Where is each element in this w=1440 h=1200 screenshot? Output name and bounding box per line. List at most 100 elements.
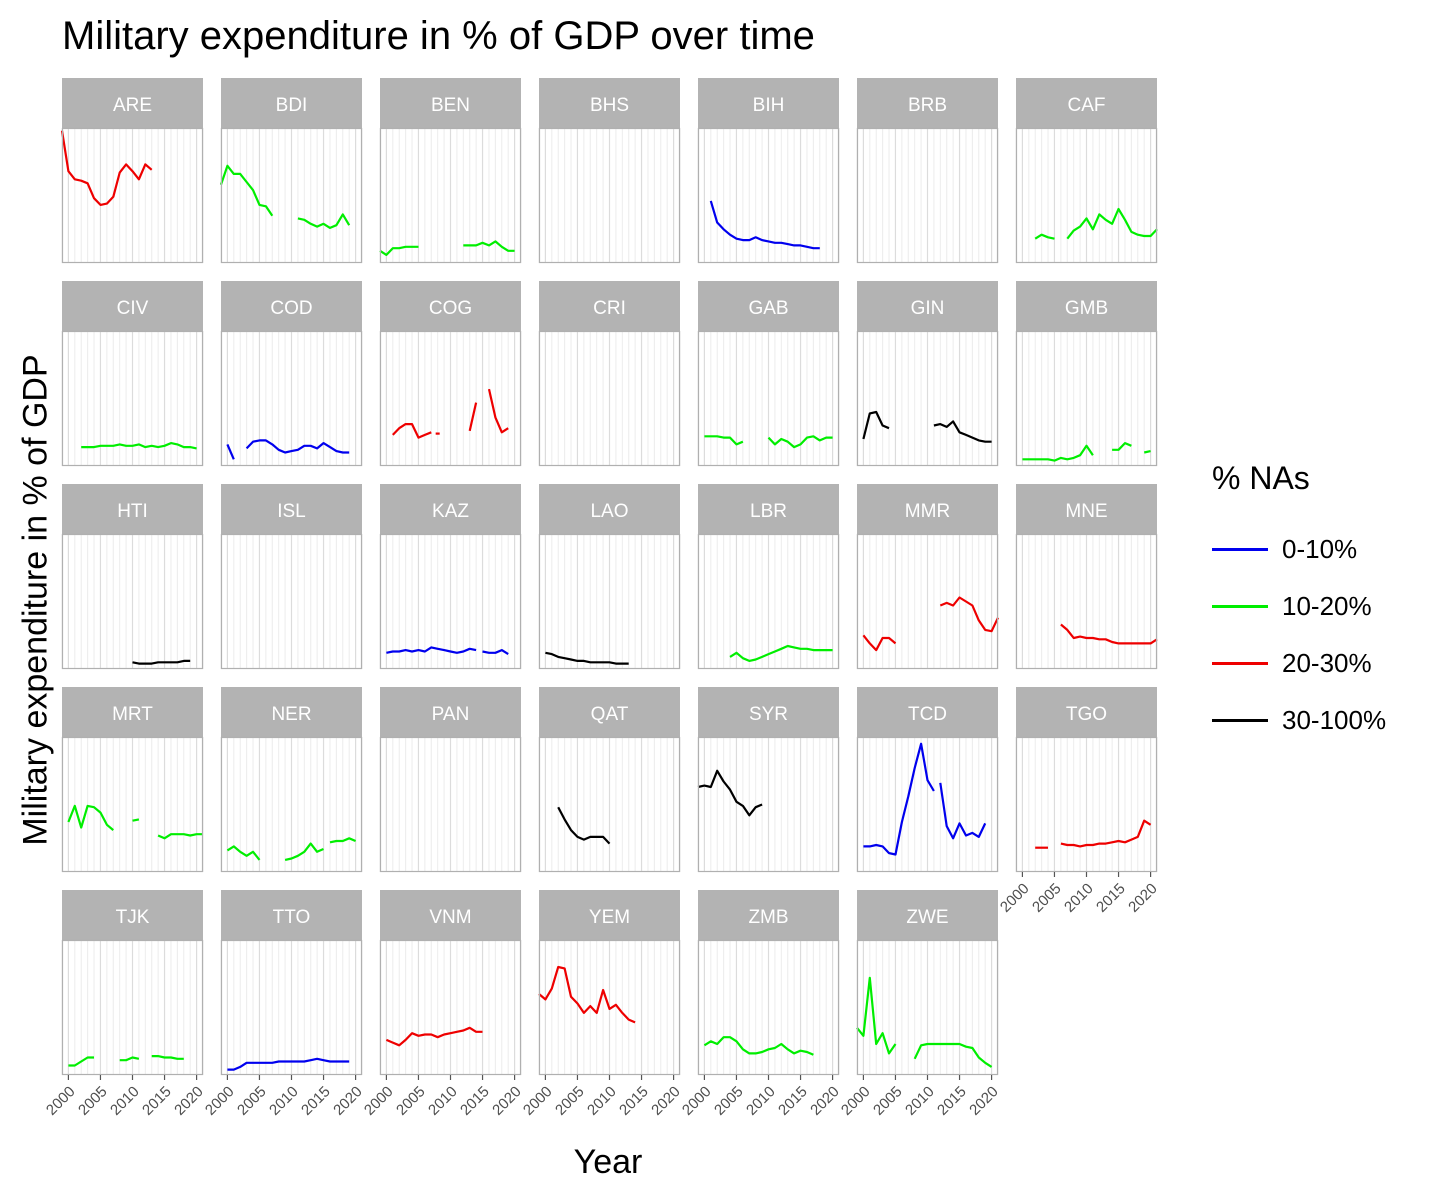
series-line xyxy=(68,1056,94,1067)
x-tick-label: 2015 xyxy=(298,1083,334,1119)
series-line xyxy=(463,240,515,252)
facet-panel-mrt: MRT xyxy=(61,687,204,873)
series-line xyxy=(1112,442,1132,451)
series-line xyxy=(939,782,987,840)
series-line xyxy=(386,646,477,654)
facet-strip xyxy=(698,78,839,128)
x-tick-label: 2005 xyxy=(552,1083,588,1119)
panel-border xyxy=(379,736,522,873)
series-line xyxy=(482,649,509,656)
facet-panel-pan: PAN xyxy=(379,687,522,873)
series-line xyxy=(862,634,897,652)
x-tick-label: 2015 xyxy=(139,1083,175,1119)
series-line xyxy=(487,388,509,434)
facet-panel-civ: CIV xyxy=(61,281,204,467)
facet-strip xyxy=(857,687,998,737)
facet-strip-label: ARE xyxy=(113,95,152,116)
facet-panel-caf: CAF xyxy=(1015,78,1158,264)
facet-strip-label: MRT xyxy=(112,704,153,725)
facet-strip-label: VNM xyxy=(429,907,471,928)
facet-strip-label: BDI xyxy=(276,95,308,116)
legend-key xyxy=(1212,605,1268,608)
facet-strip-label: TGO xyxy=(1066,704,1107,725)
facet-strip-label: GIN xyxy=(911,298,945,319)
x-tick-label: 2015 xyxy=(775,1083,811,1119)
facet-strip xyxy=(857,78,998,128)
facet-strip-label: ISL xyxy=(277,501,306,522)
panel-border xyxy=(697,939,840,1076)
panel-border xyxy=(61,736,204,873)
series-line xyxy=(703,1036,814,1056)
series-line xyxy=(557,806,611,845)
x-axis-label: Year xyxy=(573,1143,643,1181)
x-tick-label: 2005 xyxy=(1029,880,1065,916)
facet-strip xyxy=(698,687,839,737)
series-line xyxy=(697,769,763,817)
x-tick-label: 2020 xyxy=(1125,880,1161,916)
x-tick-label: 2020 xyxy=(648,1083,684,1119)
facet-strip xyxy=(221,890,362,940)
facet-strip xyxy=(539,484,680,534)
facet-strip-label: BIH xyxy=(753,95,785,116)
series-line xyxy=(767,435,833,449)
facet-strip xyxy=(380,890,521,940)
series-line xyxy=(132,818,140,822)
series-line xyxy=(297,213,351,229)
facet-panel-bhs: BHS xyxy=(538,78,681,264)
series-line xyxy=(284,842,324,861)
facet-strip-label: CAF xyxy=(1068,95,1106,116)
series-line xyxy=(385,1026,483,1047)
panel-border xyxy=(856,736,999,873)
legend-label: 30-100% xyxy=(1282,705,1387,735)
panel-border xyxy=(379,939,522,1076)
facet-panel-lbr: LBR xyxy=(697,484,840,670)
facet-panel-lao: LAO xyxy=(538,484,681,670)
facet-panel-cod: COD xyxy=(220,281,363,467)
facet-panel-isl: ISL xyxy=(220,484,363,670)
x-tick-label: 2005 xyxy=(711,1083,747,1119)
x-tick-label: 2010 xyxy=(584,1083,620,1119)
series-line xyxy=(1060,623,1158,645)
facet-strip xyxy=(62,78,203,128)
series-line xyxy=(119,1056,140,1062)
panel-border xyxy=(220,939,363,1076)
x-tick-label: 2015 xyxy=(934,1083,970,1119)
facet-strip-label: GMB xyxy=(1065,298,1108,319)
facet-panel-ner: NER xyxy=(220,687,363,873)
facet-panel-kaz: KAZ xyxy=(379,484,522,670)
panel-border xyxy=(697,736,840,873)
panel-border xyxy=(1015,127,1158,264)
facet-strip xyxy=(539,78,680,128)
series-line xyxy=(227,1057,350,1071)
legend-label: 20-30% xyxy=(1282,648,1372,678)
panel-border xyxy=(538,533,681,670)
series-line xyxy=(545,651,629,665)
x-tick-label: 2005 xyxy=(393,1083,429,1119)
facet-panel-syr: SYR xyxy=(697,687,840,873)
x-tick-label: 2010 xyxy=(743,1083,779,1119)
legend-item: 0-10% xyxy=(1212,521,1386,578)
x-tick-label: 2020 xyxy=(966,1083,1002,1119)
x-tick-label: 2010 xyxy=(902,1083,938,1119)
x-tick-label: 2000 xyxy=(43,1083,79,1119)
series-line xyxy=(245,439,350,454)
legend-title: % NAs xyxy=(1212,460,1310,496)
facet-strip xyxy=(857,484,998,534)
facet-strip-label: ZMB xyxy=(748,907,788,928)
x-tick-label: 2010 xyxy=(107,1083,143,1119)
facet-strip xyxy=(698,281,839,331)
facet-panel-bdi: BDI xyxy=(219,78,363,264)
panel-border xyxy=(379,533,522,670)
series-line xyxy=(329,837,357,844)
panel-border xyxy=(220,127,363,264)
panel-border xyxy=(697,127,840,264)
facet-strip-label: HTI xyxy=(117,501,148,522)
series-line xyxy=(1034,233,1055,240)
facet-strip xyxy=(62,281,203,331)
panel-border xyxy=(220,330,363,467)
